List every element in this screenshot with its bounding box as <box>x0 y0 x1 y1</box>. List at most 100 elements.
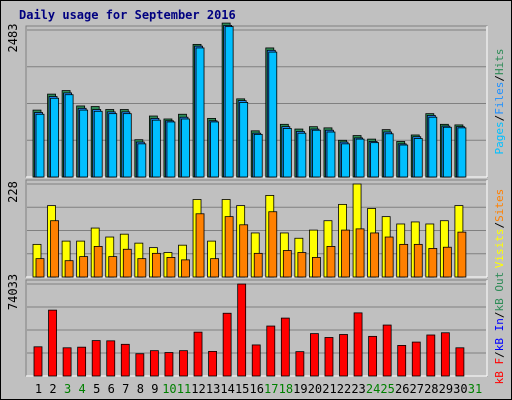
hits-files-pages-legend: Pages/Files/Hits <box>493 49 506 155</box>
x-tick-label: 9 <box>151 382 158 396</box>
bar-sites <box>370 232 380 278</box>
bar-pages <box>253 133 263 178</box>
bar-sites <box>210 258 219 278</box>
bar-pages <box>297 132 307 178</box>
x-tick-label: 5 <box>93 382 100 396</box>
bar-sites <box>195 213 205 278</box>
bar-kb-f <box>237 283 247 377</box>
bar-sites <box>312 257 321 278</box>
bar-pages <box>282 128 292 178</box>
bar-pages <box>399 144 409 178</box>
hits-files-pages-panel: 2483 Pages/Files/Hits <box>6 22 506 178</box>
legend-item: / <box>493 115 506 122</box>
bar-pages <box>79 109 89 178</box>
bar-pages <box>428 116 438 178</box>
x-tick-label: 22 <box>337 382 351 396</box>
bar-kb-f <box>353 312 363 377</box>
bar-pages <box>93 110 103 178</box>
x-tick-label: 12 <box>191 382 205 396</box>
bar-kb-f <box>295 351 305 377</box>
bar-pages <box>210 121 219 178</box>
hits-files-pages-ymax-label: 2483 <box>6 24 20 53</box>
legend-item: / <box>493 311 506 318</box>
bar-kb-f <box>164 352 174 377</box>
bar-kb-f <box>106 340 116 377</box>
bar-sites <box>151 252 161 278</box>
x-tick-label: 24 <box>366 382 380 396</box>
legend-item: Files <box>493 82 506 115</box>
x-tick-label: 26 <box>395 382 409 396</box>
bar-sites <box>181 259 190 278</box>
bar-pages <box>64 94 74 178</box>
bar-pages <box>442 126 452 178</box>
bar-pages <box>268 51 278 178</box>
bar-kb-f <box>251 344 261 377</box>
x-tick-label: 27 <box>410 382 424 396</box>
visits-sites-legend: Visits/Sites <box>493 189 506 269</box>
bar-pages <box>122 113 132 178</box>
bar-sites <box>137 258 147 278</box>
x-tick-label: 20 <box>308 382 322 396</box>
bar-sites <box>326 246 336 278</box>
x-tick-label: 6 <box>108 382 115 396</box>
x-tick-label: 2 <box>49 382 56 396</box>
bar-pages <box>326 131 336 178</box>
x-tick-label: 18 <box>279 382 293 396</box>
bar-kb-f <box>62 347 72 377</box>
bar-pages <box>50 97 59 178</box>
bar-pages <box>224 26 234 178</box>
legend-item: Visits <box>493 229 506 269</box>
bar-sites <box>457 231 467 278</box>
bar-pages <box>355 138 365 178</box>
bar-kb-f <box>397 345 407 377</box>
bar-sites <box>166 257 176 278</box>
legend-item: / <box>493 75 506 82</box>
legend-item: / <box>493 222 506 229</box>
bar-sites <box>399 243 409 278</box>
x-tick-label: 29 <box>439 382 453 396</box>
bar-kb-f <box>120 343 130 377</box>
legend-item: kB In <box>493 318 506 351</box>
bar-kb-f <box>382 324 392 377</box>
bar-sites <box>297 252 307 278</box>
bar-kb-f <box>310 333 319 377</box>
bar-sites <box>108 256 118 278</box>
bar-kb-f <box>455 347 465 377</box>
bar-sites <box>79 256 89 278</box>
bar-kb-f <box>135 353 145 377</box>
x-tick-label: 15 <box>235 382 249 396</box>
bar-pages <box>108 113 118 178</box>
kbytes-legend: kB F/kB In/kB Out <box>493 272 506 385</box>
chart-title: Daily usage for September 2016 <box>19 8 236 22</box>
x-tick-label: 7 <box>122 382 129 396</box>
bar-pages <box>35 113 45 178</box>
bar-kb-f <box>193 331 203 377</box>
bar-kb-f <box>368 335 378 377</box>
x-tick-label: 19 <box>293 382 307 396</box>
bar-sites <box>253 252 263 278</box>
bar-pages <box>195 47 205 178</box>
bar-sites <box>413 243 423 278</box>
bar-sites <box>355 228 365 278</box>
bar-pages <box>341 143 350 178</box>
x-tick-label: 3 <box>64 382 71 396</box>
x-tick-label: 11 <box>177 382 191 396</box>
bar-sites <box>64 260 74 278</box>
bar-sites <box>224 216 234 278</box>
visits-sites-panel: 228 Visits/Sites <box>6 179 506 278</box>
bar-sites <box>122 248 132 278</box>
x-tick-label: 1 <box>35 382 42 396</box>
bar-kb-f <box>280 317 290 377</box>
bar-pages <box>370 142 380 178</box>
bar-sites <box>282 250 292 278</box>
x-tick-label: 28 <box>424 382 438 396</box>
bar-pages <box>239 102 249 178</box>
bar-kb-f <box>324 337 334 377</box>
bar-kb-f <box>179 350 188 377</box>
x-tick-label: 4 <box>79 382 86 396</box>
x-tick-label: 16 <box>249 382 263 396</box>
bar-kb-f <box>77 346 87 377</box>
bar-kb-f <box>426 334 436 377</box>
bar-pages <box>384 133 394 178</box>
